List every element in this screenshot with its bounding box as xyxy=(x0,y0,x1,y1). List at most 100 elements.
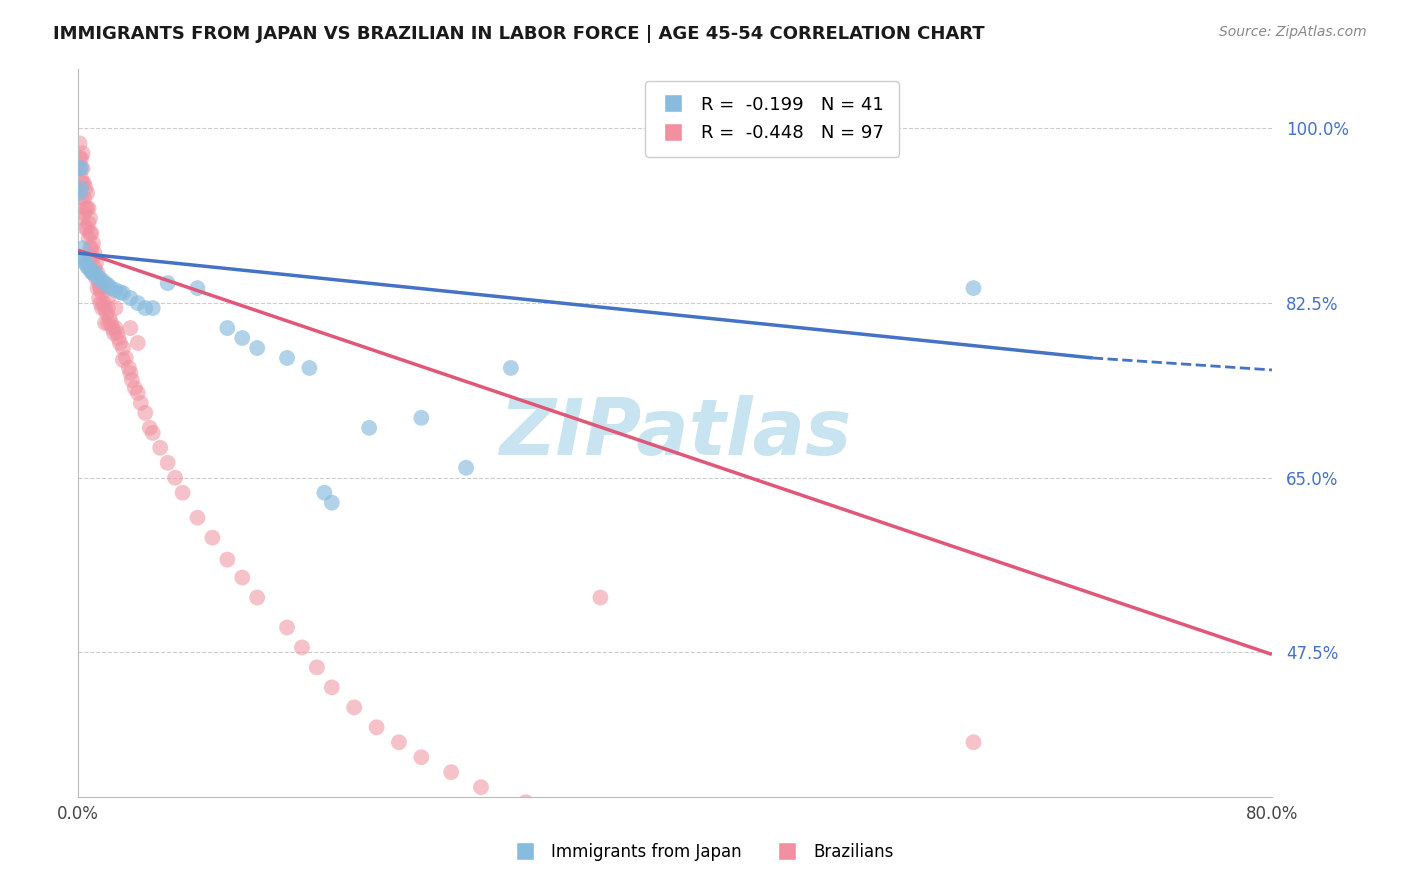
Point xyxy=(165,471,187,485)
Point xyxy=(84,271,107,285)
Point xyxy=(276,351,298,365)
Point xyxy=(87,271,110,285)
Text: ZIPatlas: ZIPatlas xyxy=(499,395,851,471)
Point xyxy=(75,201,97,215)
Point xyxy=(246,341,269,355)
Point xyxy=(118,361,141,376)
Point xyxy=(83,261,105,276)
Point xyxy=(120,366,142,380)
Point xyxy=(89,281,111,295)
Point xyxy=(72,251,94,265)
Point xyxy=(107,331,129,345)
Point xyxy=(79,261,101,276)
Point xyxy=(77,201,100,215)
Point xyxy=(79,241,101,255)
Point xyxy=(76,221,98,235)
Point xyxy=(73,176,96,190)
Point xyxy=(72,161,94,176)
Point xyxy=(79,251,101,265)
Point xyxy=(75,181,97,195)
Point xyxy=(108,336,131,351)
Point xyxy=(104,283,127,297)
Point xyxy=(246,591,269,605)
Point xyxy=(97,316,120,330)
Point xyxy=(69,136,91,151)
Point xyxy=(77,261,100,276)
Text: Source: ZipAtlas.com: Source: ZipAtlas.com xyxy=(1219,25,1367,39)
Point xyxy=(69,152,91,166)
Point xyxy=(97,291,120,305)
Point xyxy=(470,780,492,794)
Point xyxy=(70,191,93,205)
Point xyxy=(115,351,138,365)
Point xyxy=(120,321,142,335)
Point xyxy=(96,306,118,320)
Point xyxy=(72,146,94,161)
Point xyxy=(73,191,96,205)
Point xyxy=(69,186,91,201)
Point xyxy=(217,552,239,566)
Point xyxy=(298,361,321,376)
Point xyxy=(80,265,103,279)
Point xyxy=(101,321,124,335)
Point xyxy=(127,296,149,310)
Point xyxy=(156,456,179,470)
Point xyxy=(87,276,110,290)
Point xyxy=(87,291,110,305)
Point xyxy=(231,331,253,345)
Point xyxy=(962,281,984,295)
Point xyxy=(77,216,100,230)
Point xyxy=(94,301,117,315)
Point xyxy=(142,425,165,440)
Point xyxy=(411,410,433,425)
Point xyxy=(91,273,114,287)
Point xyxy=(456,460,478,475)
Point xyxy=(76,259,98,273)
Point xyxy=(127,385,149,400)
Point xyxy=(186,510,208,524)
Point xyxy=(89,281,111,295)
Point xyxy=(134,301,156,315)
Point xyxy=(172,485,194,500)
Point xyxy=(80,241,103,255)
Point xyxy=(127,336,149,351)
Point xyxy=(100,281,122,295)
Point xyxy=(321,496,343,510)
Point xyxy=(124,381,146,395)
Point xyxy=(94,276,117,290)
Point xyxy=(139,421,162,435)
Point xyxy=(76,186,98,201)
Point xyxy=(201,531,224,545)
Point xyxy=(231,570,253,584)
Point xyxy=(80,226,103,240)
Legend: Immigrants from Japan, Brazilians: Immigrants from Japan, Brazilians xyxy=(506,837,900,868)
Point xyxy=(105,326,128,340)
Point xyxy=(72,241,94,255)
Point xyxy=(86,281,108,295)
Point xyxy=(82,236,104,251)
Point xyxy=(76,201,98,215)
Point xyxy=(149,441,172,455)
Point xyxy=(276,620,298,634)
Point xyxy=(291,640,314,655)
Point xyxy=(156,276,179,290)
Point xyxy=(83,246,105,260)
Point xyxy=(86,266,108,280)
Point xyxy=(305,660,328,674)
Point xyxy=(79,211,101,226)
Point xyxy=(343,700,366,714)
Point xyxy=(366,720,388,734)
Point xyxy=(104,301,127,315)
Point xyxy=(103,326,125,340)
Point xyxy=(94,316,117,330)
Point xyxy=(321,681,343,695)
Point xyxy=(70,152,93,166)
Point xyxy=(129,396,152,410)
Point xyxy=(82,266,104,280)
Point xyxy=(82,266,104,280)
Point xyxy=(111,286,134,301)
Point xyxy=(359,421,381,435)
Point xyxy=(97,301,120,315)
Point xyxy=(75,221,97,235)
Point xyxy=(217,321,239,335)
